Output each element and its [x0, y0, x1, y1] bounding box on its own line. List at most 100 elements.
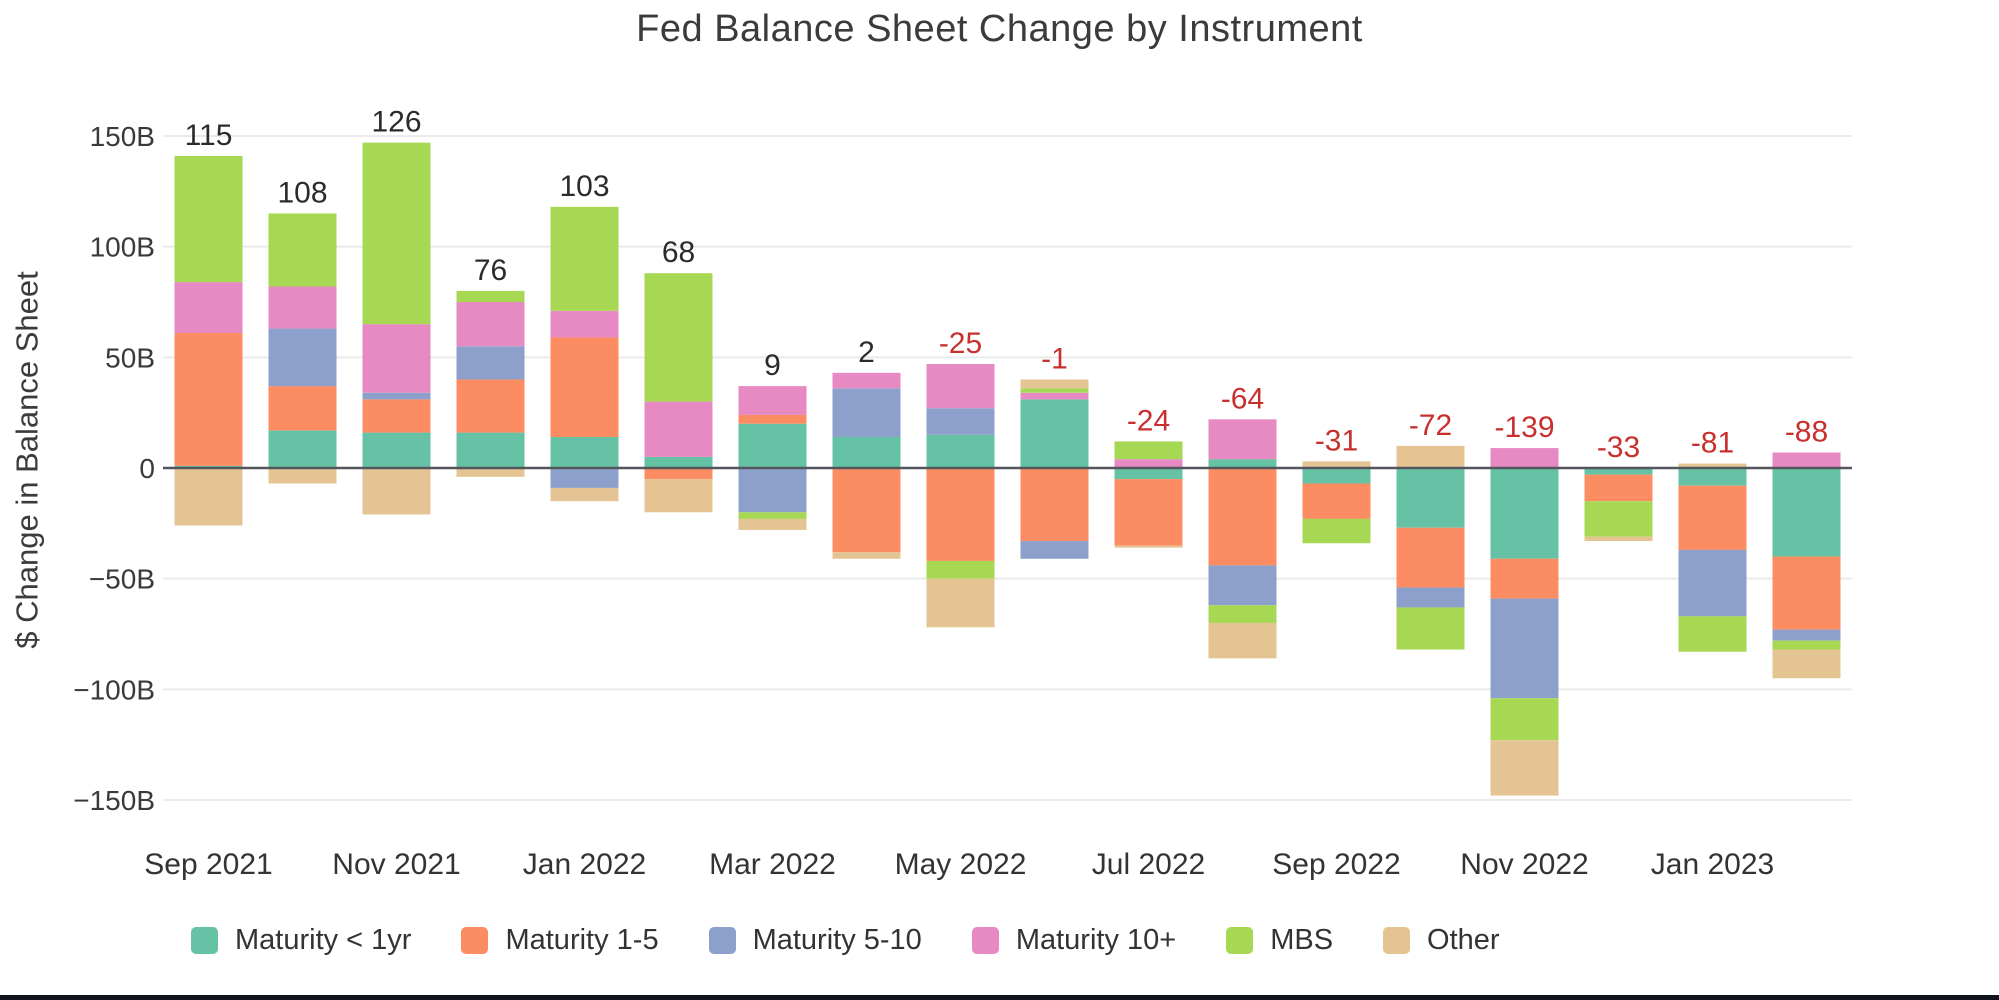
- bar-segment-maturity-1yr-sep-2022[interactable]: [1302, 468, 1371, 484]
- bar-segment-mbs-aug-2022[interactable]: [1208, 605, 1277, 623]
- bar-segment-maturity-5-10-feb-2023[interactable]: [1772, 629, 1841, 641]
- bar-segment-maturity-5-10-may-2022[interactable]: [926, 408, 995, 435]
- bar-segment-other-oct-2021[interactable]: [268, 468, 337, 484]
- bar-segment-maturity-1yr-may-2022[interactable]: [926, 434, 995, 468]
- bar-segment-maturity-1yr-feb-2022[interactable]: [644, 456, 713, 468]
- bar-segment-other-dec-2022[interactable]: [1584, 536, 1653, 542]
- bar-segment-mbs-oct-2021[interactable]: [268, 213, 337, 287]
- bar-segment-other-sep-2022[interactable]: [1302, 461, 1371, 468]
- legend-item-maturity-10[interactable]: Maturity 10+: [971, 924, 1176, 957]
- legend-item-maturity-1yr[interactable]: Maturity < 1yr: [191, 924, 411, 957]
- bar-segment-maturity-1-5-feb-2022[interactable]: [644, 468, 713, 480]
- bar-segment-maturity-10-jun-2022[interactable]: [1020, 392, 1089, 400]
- bar-segment-maturity-10-apr-2022[interactable]: [832, 372, 901, 389]
- bar-segment-other-may-2022[interactable]: [926, 578, 995, 628]
- bar-segment-mbs-mar-2022[interactable]: [738, 512, 807, 519]
- bar-segment-maturity-1-5-jun-2022[interactable]: [1020, 468, 1089, 542]
- bar-segment-maturity-1-5-mar-2022[interactable]: [738, 414, 807, 424]
- bar-segment-mbs-jan-2022[interactable]: [550, 206, 619, 311]
- bar-segment-other-jan-2023[interactable]: [1678, 463, 1747, 468]
- bar-segment-maturity-10-jul-2022[interactable]: [1114, 459, 1183, 468]
- bar-segment-maturity-1-5-aug-2022[interactable]: [1208, 468, 1277, 566]
- bar-segment-maturity-10-oct-2021[interactable]: [268, 286, 337, 329]
- bar-segment-maturity-1-5-nov-2021[interactable]: [362, 399, 431, 433]
- bar-segment-mbs-feb-2023[interactable]: [1772, 640, 1841, 650]
- bar-segment-maturity-5-10-jun-2022[interactable]: [1020, 541, 1089, 559]
- bar-segment-other-jul-2022[interactable]: [1114, 545, 1183, 548]
- legend-item-mbs[interactable]: MBS: [1226, 924, 1333, 957]
- bar-segment-mbs-nov-2021[interactable]: [362, 142, 431, 325]
- bar-segment-mbs-feb-2022[interactable]: [644, 273, 713, 402]
- bar-segment-maturity-1yr-jan-2022[interactable]: [550, 437, 619, 468]
- bar-segment-maturity-1yr-nov-2021[interactable]: [362, 432, 431, 468]
- bar-segment-maturity-1yr-aug-2022[interactable]: [1208, 459, 1277, 468]
- bar-segment-mbs-jul-2022[interactable]: [1114, 441, 1183, 460]
- bar-segment-maturity-10-may-2022[interactable]: [926, 363, 995, 409]
- bar-segment-other-nov-2021[interactable]: [362, 468, 431, 515]
- bar-segment-mbs-dec-2021[interactable]: [456, 290, 525, 303]
- bar-segment-other-nov-2022[interactable]: [1490, 740, 1559, 796]
- bar-segment-mbs-sep-2021[interactable]: [174, 155, 243, 283]
- bar-segment-mbs-nov-2022[interactable]: [1490, 698, 1559, 741]
- bar-segment-other-feb-2022[interactable]: [644, 479, 713, 513]
- bar-segment-maturity-1yr-feb-2023[interactable]: [1772, 468, 1841, 557]
- bar-segment-maturity-1yr-dec-2021[interactable]: [456, 432, 525, 468]
- bar-segment-mbs-sep-2022[interactable]: [1302, 518, 1371, 544]
- bar-segment-mbs-dec-2022[interactable]: [1584, 501, 1653, 537]
- bar-segment-maturity-1-5-sep-2021[interactable]: [174, 332, 243, 466]
- bar-segment-maturity-1yr-oct-2022[interactable]: [1396, 468, 1465, 528]
- bar-segment-maturity-1yr-jul-2022[interactable]: [1114, 468, 1183, 480]
- bar-segment-maturity-1yr-nov-2022[interactable]: [1490, 468, 1559, 559]
- bar-segment-maturity-1-5-jul-2022[interactable]: [1114, 479, 1183, 546]
- bar-segment-maturity-1yr-jan-2023[interactable]: [1678, 468, 1747, 486]
- bar-segment-maturity-10-dec-2021[interactable]: [456, 302, 525, 347]
- bar-segment-maturity-1yr-jun-2022[interactable]: [1020, 399, 1089, 468]
- bar-segment-maturity-1-5-oct-2022[interactable]: [1396, 527, 1465, 588]
- bar-segment-other-jan-2022[interactable]: [550, 487, 619, 502]
- bar-segment-maturity-10-feb-2023[interactable]: [1772, 452, 1841, 468]
- bar-segment-maturity-10-feb-2022[interactable]: [644, 401, 713, 457]
- bar-segment-maturity-5-10-nov-2021[interactable]: [362, 392, 431, 400]
- bar-segment-maturity-5-10-aug-2022[interactable]: [1208, 565, 1277, 606]
- bar-segment-maturity-1-5-apr-2022[interactable]: [832, 468, 901, 553]
- bar-segment-maturity-5-10-nov-2022[interactable]: [1490, 598, 1559, 699]
- bar-segment-maturity-1-5-nov-2022[interactable]: [1490, 558, 1559, 599]
- bar-segment-other-feb-2023[interactable]: [1772, 649, 1841, 679]
- bar-segment-maturity-1yr-mar-2022[interactable]: [738, 423, 807, 468]
- bar-segment-mbs-jan-2023[interactable]: [1678, 616, 1747, 652]
- bar-segment-maturity-10-sep-2021[interactable]: [174, 282, 243, 333]
- bar-segment-other-mar-2022[interactable]: [738, 518, 807, 530]
- bar-segment-maturity-5-10-oct-2021[interactable]: [268, 328, 337, 387]
- bar-segment-maturity-5-10-mar-2022[interactable]: [738, 468, 807, 513]
- bar-segment-maturity-1-5-may-2022[interactable]: [926, 468, 995, 561]
- bar-segment-maturity-1yr-oct-2021[interactable]: [268, 430, 337, 468]
- bar-segment-other-dec-2021[interactable]: [456, 468, 525, 477]
- bar-segment-maturity-1-5-jan-2023[interactable]: [1678, 485, 1747, 550]
- bar-segment-maturity-1-5-jan-2022[interactable]: [550, 337, 619, 438]
- bar-segment-other-oct-2022[interactable]: [1396, 445, 1465, 468]
- bar-segment-maturity-5-10-apr-2022[interactable]: [832, 388, 901, 438]
- bar-segment-mbs-jun-2022[interactable]: [1020, 388, 1089, 393]
- bar-segment-other-apr-2022[interactable]: [832, 552, 901, 559]
- bar-segment-maturity-10-jan-2022[interactable]: [550, 310, 619, 338]
- bar-segment-maturity-1-5-sep-2022[interactable]: [1302, 483, 1371, 519]
- bar-segment-maturity-1-5-dec-2022[interactable]: [1584, 474, 1653, 502]
- bar-segment-mbs-may-2022[interactable]: [926, 560, 995, 579]
- bar-segment-maturity-5-10-oct-2022[interactable]: [1396, 587, 1465, 608]
- bar-segment-maturity-5-10-jan-2022[interactable]: [550, 468, 619, 488]
- bar-segment-other-sep-2021[interactable]: [174, 468, 243, 526]
- legend-item-maturity-5-10[interactable]: Maturity 5-10: [708, 924, 922, 957]
- bar-segment-maturity-10-aug-2022[interactable]: [1208, 419, 1277, 460]
- bar-segment-maturity-1-5-oct-2021[interactable]: [268, 386, 337, 431]
- bar-segment-maturity-1-5-dec-2021[interactable]: [456, 379, 525, 433]
- bar-segment-maturity-5-10-jan-2023[interactable]: [1678, 549, 1747, 617]
- bar-segment-maturity-10-mar-2022[interactable]: [738, 386, 807, 415]
- bar-segment-maturity-1-5-feb-2023[interactable]: [1772, 556, 1841, 630]
- bar-segment-maturity-10-nov-2021[interactable]: [362, 324, 431, 393]
- bar-segment-maturity-1yr-apr-2022[interactable]: [832, 437, 901, 468]
- bar-segment-other-aug-2022[interactable]: [1208, 622, 1277, 659]
- bar-segment-maturity-1yr-dec-2022[interactable]: [1584, 468, 1653, 475]
- legend-item-other[interactable]: Other: [1383, 924, 1500, 957]
- bar-segment-maturity-10-nov-2022[interactable]: [1490, 448, 1559, 468]
- legend-item-maturity-1-5[interactable]: Maturity 1-5: [461, 924, 659, 957]
